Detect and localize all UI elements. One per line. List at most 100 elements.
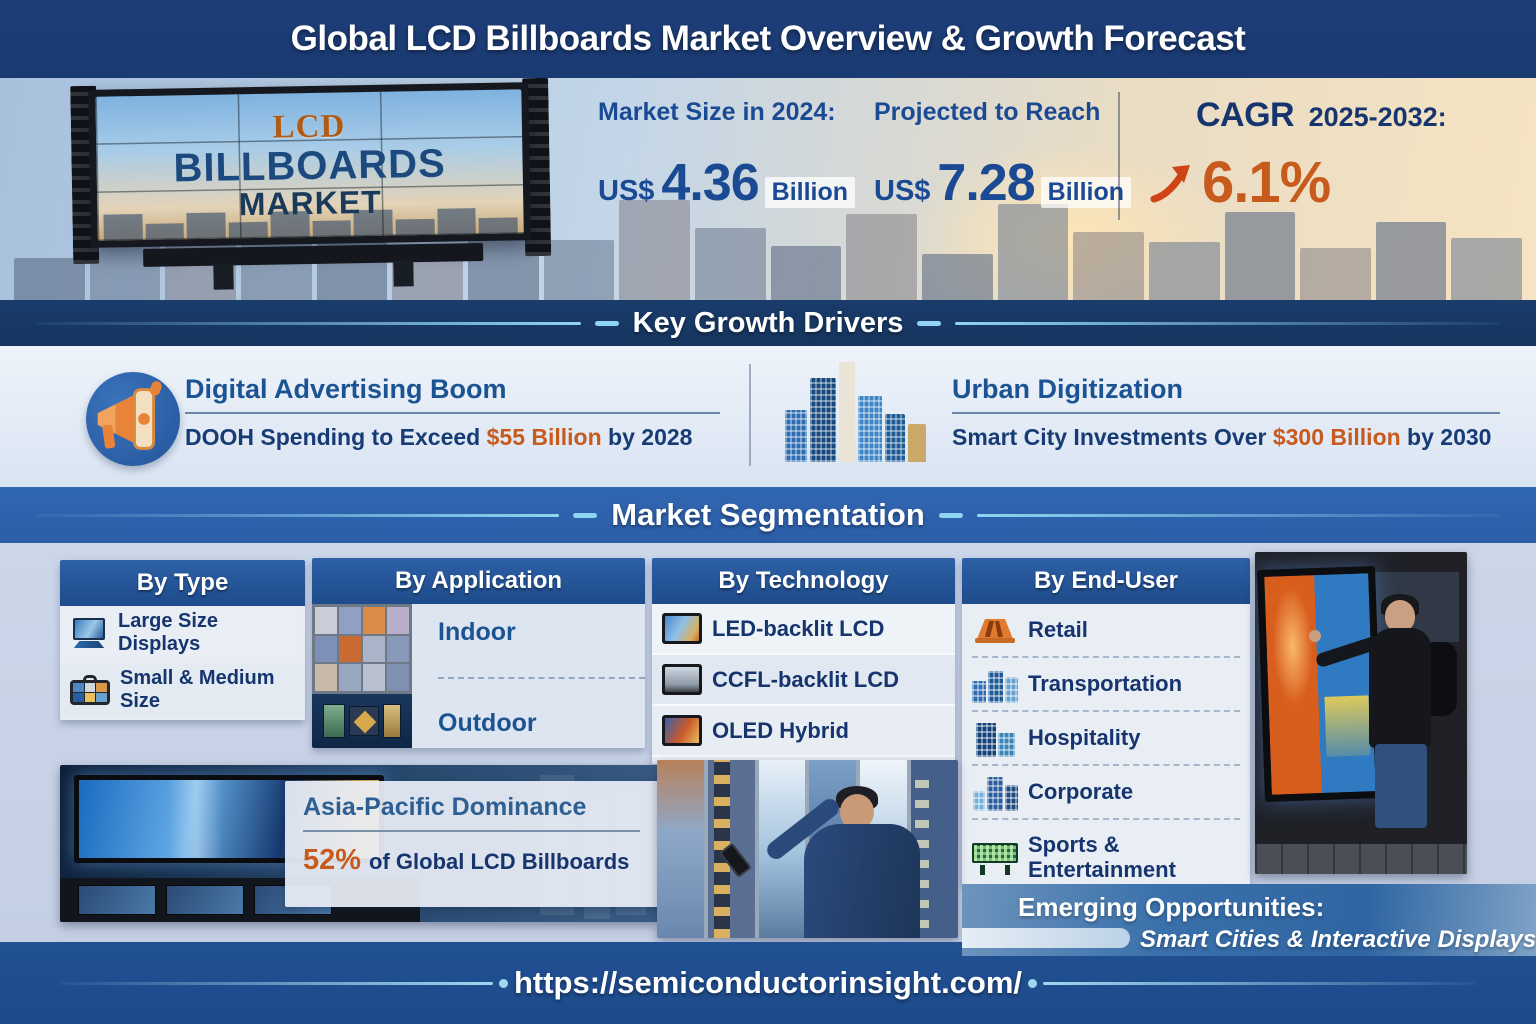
retail-awning-icon (975, 619, 1015, 643)
growth-drivers-section: Digital Advertising Boom DOOH Spending t… (0, 346, 1536, 487)
band-line-left (36, 513, 560, 517)
by-application-title: By Application (394, 567, 563, 594)
digital-advertising-desc-pre: DOOH Spending to Exceed (185, 424, 487, 450)
banner-pill (962, 928, 1130, 948)
billboard-leg (393, 260, 414, 287)
large-display-icon (70, 618, 108, 648)
panel-by-type: By Type Large Size Displays Small & Medi… (60, 560, 305, 720)
region-stat-value: 52% (303, 844, 362, 876)
digital-advertising-desc-post: by 2028 (601, 424, 693, 450)
outdoor-image (312, 694, 412, 748)
hero-section: LCD BILLBOARDS MARKET Market Size in 202… (0, 78, 1536, 300)
band-dash-left (573, 512, 598, 518)
page-title: Global LCD Billboards Market Overview & … (290, 19, 1246, 58)
application-separator (438, 677, 645, 679)
market-segmentation-title: Market Segmentation (611, 497, 925, 532)
footer-line-left (60, 981, 493, 985)
projection-label: Projected to Reach (874, 98, 1101, 126)
urban-digitization-underline (952, 412, 1500, 414)
band-dash-left (594, 320, 619, 326)
tech-item-label: LED-backlit LCD (712, 615, 885, 641)
urban-digitization-title: Urban Digitization (952, 374, 1183, 404)
tech-item-label: CCFL-backlit LCD (712, 666, 899, 692)
emerging-opportunities-banner: Emerging Opportunities: Smart Cities & I… (962, 884, 1536, 956)
interactive-display-photo (1255, 552, 1467, 874)
panel-by-application: By Application Indoor Outdoor (312, 558, 645, 748)
type-item-label: Small & Medium Size (120, 667, 275, 712)
cagr-period: 2025-2032: (1308, 102, 1447, 132)
footer-band: https://semiconductorinsight.com/ (0, 942, 1536, 1024)
panel-by-end-user: By End-User Retail Transportation Hospit (962, 558, 1250, 886)
end-user-separator (972, 764, 1240, 766)
digital-advertising-title: Digital Advertising Boom (185, 374, 507, 404)
region-underline (303, 830, 640, 832)
growth-arrow-icon (1150, 164, 1190, 202)
projection-value: 7.28 (937, 154, 1035, 212)
type-item-label: Large Size Displays (118, 610, 219, 655)
market-size-label: Market Size in 2024: (598, 98, 836, 126)
market-size-value: 4.36 (661, 154, 759, 212)
hospitality-icon (972, 719, 1018, 757)
end-user-label: Retail (1028, 617, 1088, 643)
stats-divider (1118, 92, 1120, 220)
projection-prefix: US$ (874, 175, 931, 207)
billboard-title-billboards: BILLBOARDS (173, 141, 447, 191)
cagr-label: CAGR (1196, 96, 1295, 134)
region-stat: 52% of Global LCD Billboards (303, 844, 640, 877)
end-user-label: Transportation (1028, 671, 1183, 697)
site-url[interactable]: https://semiconductorinsight.com/ (513, 965, 1023, 1000)
asia-pacific-photo: Asia-Pacific Dominance 52% of Global LCD… (60, 765, 658, 922)
urban-digitization-desc-pre: Smart City Investments Over (952, 424, 1273, 450)
tech-item-oled: OLED Hybrid (652, 706, 955, 757)
oled-hybrid-icon (662, 715, 702, 746)
region-stat-text: of Global LCD Billboards (369, 849, 630, 874)
region-title: Asia-Pacific Dominance (303, 793, 587, 821)
drivers-divider (749, 364, 751, 466)
projection-unit: Billion (1040, 177, 1132, 208)
band-line-left (36, 321, 581, 325)
by-end-user-title: By End-User (1033, 567, 1179, 594)
type-item-large-displays: Large Size Displays (60, 606, 305, 660)
pavement (1255, 844, 1467, 874)
projection-stat: Projected to Reach US$ 7.28 Billion (874, 98, 1132, 213)
city-buildings-icon (785, 358, 935, 462)
corporate-icon (972, 773, 1018, 811)
band-dash-right (938, 512, 963, 518)
tech-item-label: OLED Hybrid (712, 717, 849, 743)
urban-digitization-desc-post: by 2030 (1400, 424, 1492, 450)
billboard-screen: LCD BILLBOARDS MARKET (95, 89, 524, 241)
sports-scoreboard-icon (972, 839, 1018, 875)
end-user-item-corporate: Corporate (962, 766, 1250, 818)
megaphone-icon (86, 372, 180, 466)
end-user-item-sports: Sports & Entertainment (962, 820, 1250, 886)
emerging-opportunities-title: Emerging Opportunities: (1018, 892, 1325, 922)
end-user-label: Hospitality (1028, 725, 1141, 751)
driver-urban-digitization: Urban Digitization Smart City Investment… (952, 374, 1527, 451)
market-segmentation-band: Market Segmentation (0, 487, 1536, 543)
type-item-small-medium: Small & Medium Size (60, 663, 305, 717)
end-user-separator (972, 818, 1240, 820)
by-type-title: By Type (136, 569, 229, 596)
by-technology-title: By Technology (718, 567, 889, 594)
end-user-label: Sports & Entertainment (1028, 831, 1176, 882)
end-user-separator (972, 656, 1240, 658)
footer-line-tip (498, 978, 508, 988)
end-user-separator (972, 710, 1240, 712)
backpack (1427, 642, 1457, 716)
billboard-title-lcd: LCD (272, 108, 346, 146)
band-dash-right (917, 320, 942, 326)
tech-item-led: LED-backlit LCD (652, 604, 955, 655)
billboard-frame: LCD BILLBOARDS MARKET (88, 82, 531, 248)
person-with-phone (718, 786, 932, 938)
panel-by-technology: By Technology LED-backlit LCD CCFL-backl… (652, 558, 955, 764)
key-growth-drivers-band: Key Growth Drivers (0, 300, 1536, 346)
by-end-user-header: By End-User (962, 558, 1250, 604)
market-size-stat: Market Size in 2024: US$ 4.36 Billion (598, 98, 856, 213)
band-line-right (976, 513, 1501, 517)
tech-item-ccfl: CCFL-backlit LCD (652, 655, 955, 706)
by-technology-header: By Technology (652, 558, 955, 604)
band-line-right (955, 321, 1501, 325)
billboard-title-market: MARKET (238, 183, 382, 223)
phone-user-photo (657, 760, 958, 938)
